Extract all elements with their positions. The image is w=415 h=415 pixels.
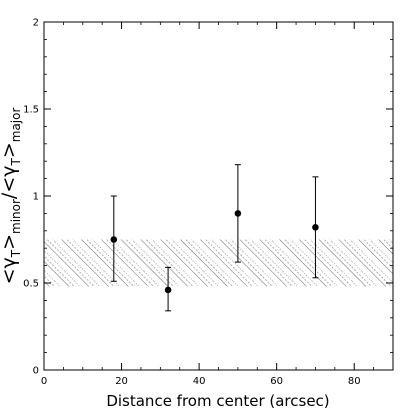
y-tick-label: 2: [33, 18, 39, 29]
y-tick-label: 0.5: [23, 279, 39, 290]
x-tick-label: 0: [41, 376, 47, 387]
y-axis-title-sub-t-2: T: [9, 158, 23, 167]
y-axis-title-gt-2: >: [0, 142, 20, 158]
data-point: [312, 224, 319, 231]
y-axis-title-sub-t: T: [9, 249, 23, 258]
y-axis-title-slash: /: [0, 192, 20, 199]
y-tick-label: 1.5: [23, 105, 39, 116]
x-axis-title: Distance from center (arcsec): [106, 392, 329, 410]
plot-frame: [43, 21, 394, 371]
hatched-band: [44, 239, 393, 287]
x-tick-label: 80: [348, 376, 361, 387]
x-tick-label: 60: [270, 376, 283, 387]
x-tick-label: 40: [193, 376, 206, 387]
y-axis-title-gamma: γ: [0, 257, 20, 268]
y-axis-title-minor: minor: [9, 199, 23, 234]
data-point: [110, 236, 118, 243]
y-axis-title: <γT>minor/<γT>major: [0, 108, 23, 285]
y-tick-label: 0: [33, 366, 39, 377]
y-axis-title-gamma-2: γ: [0, 166, 20, 177]
y-axis-title-major: major: [9, 108, 23, 143]
y-axis-title-lt: <: [0, 269, 20, 285]
y-axis-title-gt: >: [0, 234, 20, 250]
data-point: [164, 286, 172, 294]
x-tick-label: 20: [115, 376, 128, 387]
y-tick-label: 1: [33, 192, 39, 203]
y-axis-title-lt-2: <: [0, 177, 20, 193]
plot-background: [44, 22, 393, 370]
data-point: [234, 210, 242, 217]
